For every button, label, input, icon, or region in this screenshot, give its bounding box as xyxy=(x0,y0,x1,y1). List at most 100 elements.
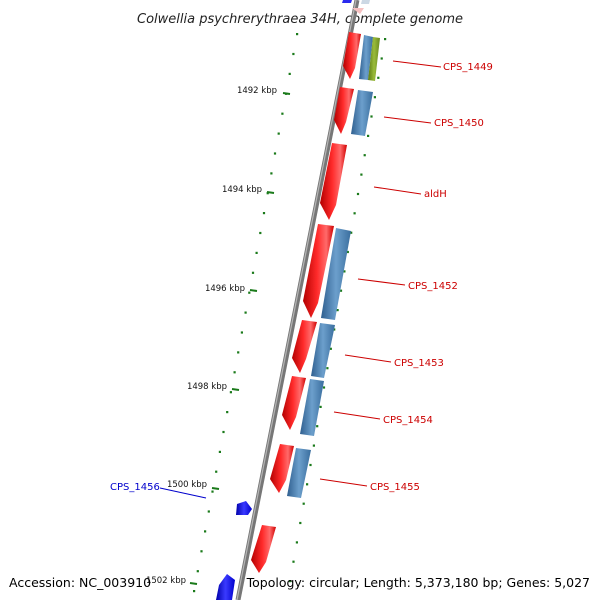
inner-track xyxy=(289,38,387,583)
track-dot xyxy=(281,112,284,115)
track-dot xyxy=(237,351,240,354)
track-dot xyxy=(316,425,319,428)
ruler-label-1492: 1492 kbp xyxy=(237,86,277,96)
track-dot xyxy=(277,132,280,135)
gene-cps-1455-steel xyxy=(287,448,311,498)
major-tick xyxy=(266,191,275,194)
leader-cps-1456 xyxy=(159,487,207,499)
leader-cps-1455 xyxy=(319,478,368,487)
leader-aldh xyxy=(373,186,422,195)
track-dot xyxy=(363,154,366,157)
track-dot xyxy=(377,76,380,79)
track-dot xyxy=(251,271,255,274)
leader-cps-1454 xyxy=(333,411,381,420)
track-dot xyxy=(339,289,343,292)
gene-cps-1449-steel xyxy=(359,35,373,80)
track-dot xyxy=(288,72,291,75)
track-dot xyxy=(380,57,383,60)
gene-track xyxy=(216,32,380,600)
track-dot xyxy=(266,192,269,195)
gene-aldh-red xyxy=(320,143,347,220)
gene-cps-1452-red xyxy=(303,224,334,318)
track-dot xyxy=(306,483,309,486)
major-tick xyxy=(249,289,258,292)
ruler-label-1496: 1496 kbp xyxy=(205,284,245,294)
track-dot xyxy=(273,152,277,155)
track-dot xyxy=(356,192,360,196)
gene-partial-grey xyxy=(361,0,370,4)
genome-backbone xyxy=(235,0,360,600)
track-dot xyxy=(193,590,196,593)
gene-cps-1455-red xyxy=(270,444,294,493)
leader-cps-1452 xyxy=(357,278,406,286)
gene-cps-1456-blue xyxy=(236,501,252,515)
gene-cps-1450-steel xyxy=(351,90,373,136)
top-edge-genes xyxy=(342,0,370,14)
gene-partial-blue xyxy=(342,0,352,3)
accession-text: Accession: NC_003910 xyxy=(9,575,151,590)
gene-cps-1454-steel xyxy=(300,379,324,436)
gene-cps-1450-red xyxy=(334,87,354,134)
track-dot xyxy=(262,212,266,215)
track-dot xyxy=(233,371,236,374)
track-dot xyxy=(270,172,273,175)
track-dot xyxy=(309,463,312,467)
label-cps-1450: CPS_1450 xyxy=(434,118,484,129)
track-dot xyxy=(200,550,203,553)
label-leaders xyxy=(159,60,442,499)
map-title: Colwellia psychrerythraea 34H, complete … xyxy=(137,12,463,27)
ruler-label-1500: 1500 kbp xyxy=(167,480,207,490)
ruler-label-1498: 1498 kbp xyxy=(187,382,227,392)
gene-cps-1453-red xyxy=(292,320,317,373)
gene-cps-1453-steel xyxy=(311,323,335,378)
track-dot xyxy=(350,231,353,234)
leader-cps-1453 xyxy=(344,354,392,363)
track-dot xyxy=(353,212,356,215)
track-dot xyxy=(333,328,336,331)
major-tick xyxy=(211,487,220,490)
ruler-track xyxy=(193,33,299,593)
track-dot xyxy=(384,38,387,41)
gene-bottom-blue xyxy=(216,574,235,600)
track-dot xyxy=(373,96,376,99)
track-dot xyxy=(302,502,305,505)
track-dot xyxy=(367,134,370,137)
track-dot xyxy=(370,115,373,118)
track-dot xyxy=(336,309,339,312)
label-cps-1454: CPS_1454 xyxy=(383,415,433,426)
track-dot xyxy=(240,331,243,334)
track-dot xyxy=(299,521,302,525)
track-dot xyxy=(292,52,295,56)
gene-partial-pink xyxy=(352,8,364,14)
major-tick xyxy=(282,92,291,95)
gene-cps-1449-olive xyxy=(368,37,380,81)
track-dot xyxy=(229,391,232,394)
label-cps-1456: CPS_1456 xyxy=(110,482,160,493)
major-tick xyxy=(231,388,240,391)
leader-cps-1450 xyxy=(383,116,432,124)
track-dot xyxy=(343,270,346,273)
leader-cps-1449 xyxy=(392,60,442,68)
label-aldh: aldH xyxy=(424,189,447,200)
track-dot xyxy=(292,560,295,563)
label-cps-1449: CPS_1449 xyxy=(443,62,493,73)
track-dot xyxy=(312,444,315,447)
track-dot xyxy=(196,570,199,573)
track-dot xyxy=(226,411,229,414)
track-dot xyxy=(322,386,326,389)
major-tick xyxy=(189,582,198,585)
topology-text: Topology: circular; Length: 5,373,180 bp… xyxy=(246,575,590,590)
track-dot xyxy=(211,490,214,493)
track-dot xyxy=(207,510,210,513)
track-dot xyxy=(244,311,247,314)
track-dot xyxy=(248,291,251,294)
ruler-label-1494: 1494 kbp xyxy=(222,185,262,195)
track-dot xyxy=(222,430,225,434)
label-cps-1453: CPS_1453 xyxy=(394,358,444,369)
label-cps-1452: CPS_1452 xyxy=(408,281,458,292)
track-dot xyxy=(289,580,292,583)
gene-cps-1452-steel xyxy=(321,228,351,320)
track-dot xyxy=(204,530,207,533)
track-dot xyxy=(296,33,299,36)
